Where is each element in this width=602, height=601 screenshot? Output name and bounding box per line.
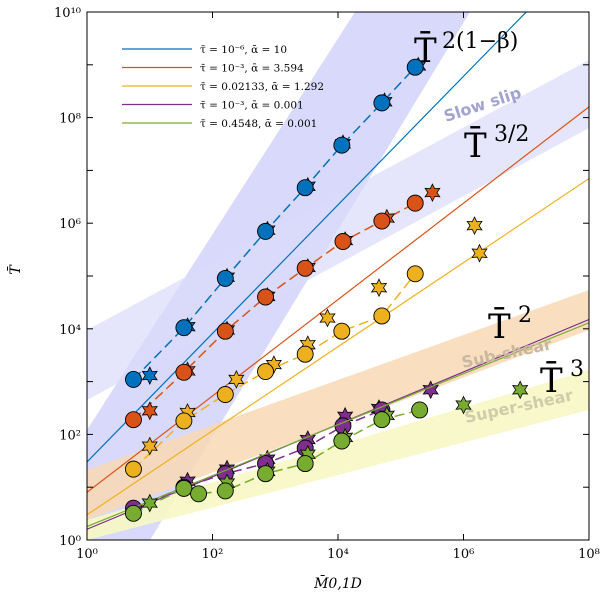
series-star-marker: [141, 366, 158, 386]
svg-text:T̄: T̄: [464, 125, 487, 166]
svg-text:3: 3: [570, 357, 584, 382]
legend-label: τ̄ = 10⁻³, ᾱ = 3.594: [200, 63, 304, 75]
legend-label: τ̄ = 0.02133, ᾱ = 1.292: [200, 81, 324, 93]
series-circle-marker: [406, 58, 424, 76]
series-circle-marker: [125, 370, 142, 388]
legend-label: τ̄ = 0.4548, ᾱ = 0.001: [200, 118, 317, 130]
series-circle-marker: [411, 401, 429, 419]
svg-text:T̄: T̄: [540, 360, 563, 401]
scaling-annotation-1: T̄ 2(1−β): [414, 29, 518, 71]
series-circle-marker: [125, 460, 142, 478]
series-circle-marker: [333, 322, 351, 340]
series-star-marker: [319, 308, 336, 328]
series-star-marker: [422, 380, 439, 400]
legend-item: τ̄ = 10⁻³, ᾱ = 3.594: [122, 63, 304, 75]
svg-text:T̄: T̄: [414, 30, 437, 71]
series-circle-marker: [216, 269, 234, 287]
series-star-marker: [228, 369, 245, 389]
series-star-marker: [512, 380, 529, 400]
y-tick-label: 10²: [59, 428, 81, 443]
scaling-annotation-4: T̄ 3: [540, 357, 584, 401]
x-tick-label: 10⁴: [327, 547, 349, 562]
series-circle-marker: [373, 411, 391, 429]
series-circle-marker: [296, 259, 314, 277]
series-5: [87, 322, 589, 528]
series-circle-marker: [190, 485, 208, 503]
series-circle-marker: [333, 432, 351, 450]
y-tick-label: 10⁶: [59, 217, 81, 232]
x-tick-label: 10⁰: [76, 547, 98, 562]
band-sub-shear: [87, 290, 589, 520]
series-line: [87, 322, 589, 528]
legend-item: τ̄ = 10⁻⁶, ᾱ = 10: [122, 44, 287, 56]
series-star-marker: [141, 493, 158, 513]
series-dashed-trend: [132, 202, 416, 421]
series-star-marker: [466, 216, 483, 236]
y-tick-label: 10⁰: [59, 534, 81, 549]
x-tick-label: 10⁸: [578, 547, 600, 562]
series-circle-marker: [125, 411, 142, 429]
svg-text:2(1−β): 2(1−β): [442, 29, 518, 54]
series-layer: [87, 12, 589, 530]
series-star-marker: [455, 395, 472, 415]
x-axis-label: M̄0,1D: [313, 574, 362, 592]
series-3: [87, 178, 589, 516]
series-circle-marker: [296, 345, 314, 363]
series-star-marker: [424, 183, 441, 203]
legend-item: τ̄ = 10⁻³, ᾱ = 0.001: [122, 100, 304, 112]
series-circle-marker: [257, 222, 274, 240]
scaling-annotation-2: T̄ 3/2: [464, 122, 529, 166]
y-tick-label: 10⁴: [59, 323, 81, 338]
series-circle-marker: [373, 307, 391, 325]
series-line: [87, 12, 527, 463]
series-dashed-trend: [132, 66, 416, 380]
ticks-layer: 10⁰ 10² 10⁴ 10⁶ 10⁸ 10⁰ 10² 10⁴ 10⁶ 10⁸ 10¹⁰: [54, 6, 600, 562]
y-axis-label: T̄: [6, 264, 24, 275]
series-circle-marker: [257, 363, 274, 381]
series-circle-marker: [175, 319, 193, 337]
series-circle-marker: [216, 322, 234, 340]
x-tick-label: 10⁶: [453, 547, 475, 562]
series-circle-marker: [257, 288, 274, 306]
y-tick-label: 10¹⁰: [54, 6, 81, 21]
series-circle-marker: [406, 194, 424, 212]
series-circle-marker: [406, 265, 424, 283]
series-circle-marker: [296, 455, 314, 473]
legend-item: τ̄ = 0.4548, ᾱ = 0.001: [122, 118, 317, 130]
series-circle-marker: [125, 504, 142, 522]
series-circle-marker: [175, 363, 193, 381]
series-circle-marker: [373, 212, 391, 230]
series-circle-marker: [216, 386, 234, 403]
y-tick-label: 10⁸: [59, 112, 81, 127]
series-star-marker: [141, 436, 158, 456]
series-circle-marker: [373, 94, 391, 112]
series-circle-marker: [296, 179, 314, 197]
legend-label: τ̄ = 10⁻⁶, ᾱ = 10: [200, 44, 287, 56]
series-line: [87, 178, 589, 516]
series-circle-marker: [175, 479, 193, 497]
legend: τ̄ = 10⁻⁶, ᾱ = 10 τ̄ = 10⁻³, ᾱ = 3.594 τ̄ …: [122, 44, 324, 130]
series-line: [87, 106, 589, 493]
svg-text:3/2: 3/2: [494, 122, 529, 147]
legend-label: τ̄ = 10⁻³, ᾱ = 0.001: [200, 100, 304, 112]
series-circle-marker: [333, 136, 351, 154]
series-star-marker: [370, 278, 388, 298]
band-slow-slip: [87, 60, 589, 400]
series-star-marker: [265, 355, 282, 375]
series-circle-marker: [334, 233, 352, 250]
series-1: [87, 12, 527, 463]
svg-text:2: 2: [518, 303, 532, 328]
series-circle-marker: [216, 482, 234, 500]
x-tick-label: 10²: [202, 547, 224, 562]
series-2: [87, 106, 589, 493]
series-circle-marker: [257, 465, 274, 483]
scaling-annotation-3: T̄ 2: [488, 303, 532, 347]
series-star-marker: [471, 243, 488, 263]
legend-item: τ̄ = 0.02133, ᾱ = 1.292: [122, 81, 324, 93]
series-circle-marker: [175, 412, 193, 430]
series-star-marker: [141, 401, 158, 421]
svg-text:T̄: T̄: [488, 306, 511, 347]
